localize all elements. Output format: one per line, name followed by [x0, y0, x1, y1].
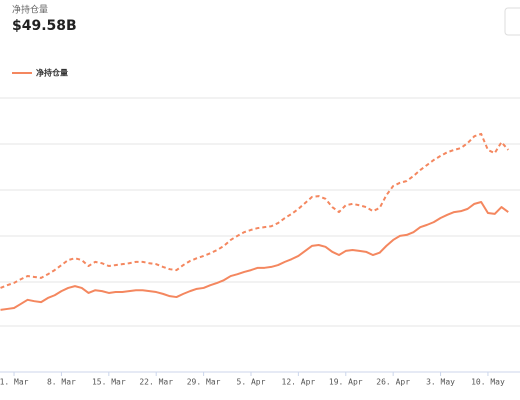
- x-tick-label: 19. Apr: [329, 378, 363, 387]
- series-line: [0, 201, 509, 311]
- legend-label: 净持仓量: [36, 68, 68, 78]
- x-tick-label: 10. May: [471, 378, 505, 387]
- series-line-dashed: [0, 132, 510, 289]
- x-tick-label: 3. May: [426, 378, 455, 387]
- x-tick-label: 15. Mar: [92, 378, 126, 387]
- x-tick-label: 26. Apr: [376, 378, 410, 387]
- x-tick-label: 1. Mar: [0, 378, 29, 387]
- button[interactable]: [504, 7, 520, 36]
- x-tick-label: 22. Mar: [139, 378, 173, 387]
- chart-subtitle: $49.58B: [12, 18, 77, 34]
- grid: [0, 97, 520, 373]
- x-tick-label: 5. Apr: [237, 378, 266, 387]
- x-tick-label: 12. Apr: [282, 378, 316, 387]
- x-tick-label: 29. Mar: [187, 378, 221, 387]
- x-tick-label: 8. Mar: [47, 378, 76, 387]
- chart-title: 净持仓量: [12, 4, 48, 16]
